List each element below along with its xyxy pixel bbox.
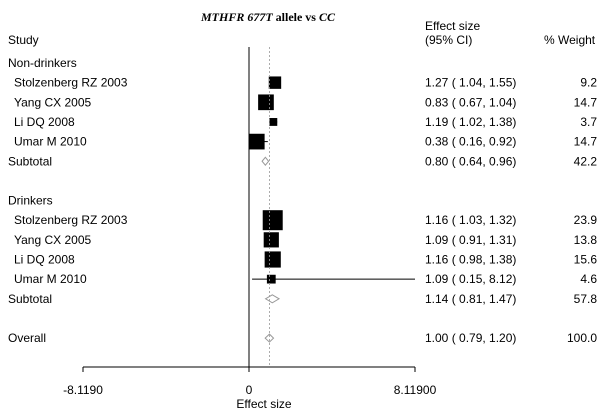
subtotal-row: Subtotal 0.80 ( 0.64, 0.96) 42.2	[8, 154, 597, 168]
weight-value: 100.0	[567, 331, 597, 345]
study-label: Stolzenberg RZ 2003	[14, 76, 128, 90]
study-row: Li DQ 2008 1.19 ( 1.02, 1.38) 3.7	[14, 115, 597, 129]
study-label: Stolzenberg RZ 2003	[14, 213, 128, 227]
ci-header: (95% CI)	[425, 33, 472, 47]
effect-ci-value: 1.14 ( 0.81, 1.47)	[425, 292, 516, 306]
weight-value: 15.6	[574, 253, 598, 267]
title-reference: CC	[319, 10, 336, 24]
pooled-effect-diamond	[264, 333, 275, 343]
study-row: Umar M 2010 1.09 ( 0.15, 8.12) 4.6	[14, 272, 597, 286]
weight-value: 4.6	[580, 272, 597, 286]
effect-square	[262, 210, 283, 231]
pooled-effect-diamond	[264, 294, 281, 304]
study-label: Yang CX 2005	[14, 95, 91, 109]
effect-square	[248, 133, 265, 150]
effect-ci-value: 1.16 ( 1.03, 1.32)	[425, 213, 516, 227]
effect-square	[269, 118, 278, 126]
effect-ci-value: 0.83 ( 0.67, 1.04)	[425, 95, 516, 109]
weight-value: 14.7	[574, 95, 598, 109]
study-label: Umar M 2010	[14, 135, 87, 149]
group-label: Non-drinkers	[8, 56, 77, 70]
effect-size-header: Effect size	[425, 19, 480, 33]
subtotal-label: Subtotal	[8, 292, 52, 306]
study-row: Yang CX 2005 0.83 ( 0.67, 1.04) 14.7	[14, 94, 598, 111]
study-label: Li DQ 2008	[14, 253, 75, 267]
study-row: Li DQ 2008 1.16 ( 0.98, 1.38) 15.6	[14, 251, 598, 268]
effect-square	[268, 76, 282, 89]
forest-rows: Non-drinkers Stolzenberg RZ 2003 1.27 ( 1.…	[8, 56, 597, 345]
weight-value: 13.8	[574, 233, 598, 247]
x-axis-label: Effect size	[236, 397, 291, 408]
overall-label: Overall	[8, 331, 46, 345]
group-row: Non-drinkers	[8, 56, 77, 70]
effect-square	[264, 251, 281, 268]
x-tick-label: -8.1190	[63, 383, 103, 397]
weight-value: 14.7	[574, 135, 598, 149]
effect-ci-value: 1.27 ( 1.04, 1.55)	[425, 76, 516, 90]
subtotal-row: Subtotal 1.14 ( 0.81, 1.47) 57.8	[8, 292, 597, 306]
effect-ci-value: 1.09 ( 0.15, 8.12)	[425, 272, 516, 286]
weight-value: 9.2	[580, 76, 597, 90]
study-label: Li DQ 2008	[14, 115, 75, 129]
study-row: Umar M 2010 0.38 ( 0.16, 0.92) 14.7	[14, 133, 598, 150]
study-row: Stolzenberg RZ 2003 1.16 ( 1.03, 1.32) 23.…	[14, 210, 598, 231]
effect-ci-value: 1.19 ( 1.02, 1.38)	[425, 115, 516, 129]
x-axis: -8.1190 0 8.11900	[63, 47, 437, 397]
weight-value: 23.9	[574, 213, 598, 227]
study-row: Stolzenberg RZ 2003 1.27 ( 1.04, 1.55) 9.2	[14, 76, 597, 90]
group-row: Drinkers	[8, 194, 53, 208]
weight-column-header: % Weight	[544, 33, 596, 47]
title-gene: MTHFR 677T	[200, 10, 273, 24]
effect-ci-value: 0.38 ( 0.16, 0.92)	[425, 135, 516, 149]
weight-value: 57.8	[574, 292, 598, 306]
effect-ci-value: 1.16 ( 0.98, 1.38)	[425, 253, 516, 267]
effect-square	[263, 232, 279, 248]
pooled-effect-diamond	[261, 156, 270, 167]
weight-value: 3.7	[580, 115, 597, 129]
study-column-header: Study	[8, 33, 39, 47]
effect-ci-value: 1.00 ( 0.79, 1.20)	[425, 331, 516, 345]
overall-row: Overall 1.00 ( 0.79, 1.20) 100.0	[8, 331, 597, 345]
study-label: Yang CX 2005	[14, 233, 91, 247]
effect-ci-value: 0.80 ( 0.64, 0.96)	[425, 154, 516, 168]
x-tick-label: 0	[246, 383, 253, 397]
group-label: Drinkers	[8, 194, 53, 208]
effect-square	[266, 274, 276, 284]
study-row: Yang CX 2005 1.09 ( 0.91, 1.31) 13.8	[14, 232, 598, 248]
x-tick-label: 8.11900	[394, 383, 437, 397]
chart-title: MTHFR 677T allele vs CC	[200, 10, 336, 24]
effect-ci-value: 1.09 ( 0.91, 1.31)	[425, 233, 516, 247]
title-middle: allele vs	[273, 10, 319, 24]
subtotal-label: Subtotal	[8, 154, 52, 168]
effect-square	[258, 94, 274, 111]
weight-value: 42.2	[574, 154, 598, 168]
study-label: Umar M 2010	[14, 272, 87, 286]
